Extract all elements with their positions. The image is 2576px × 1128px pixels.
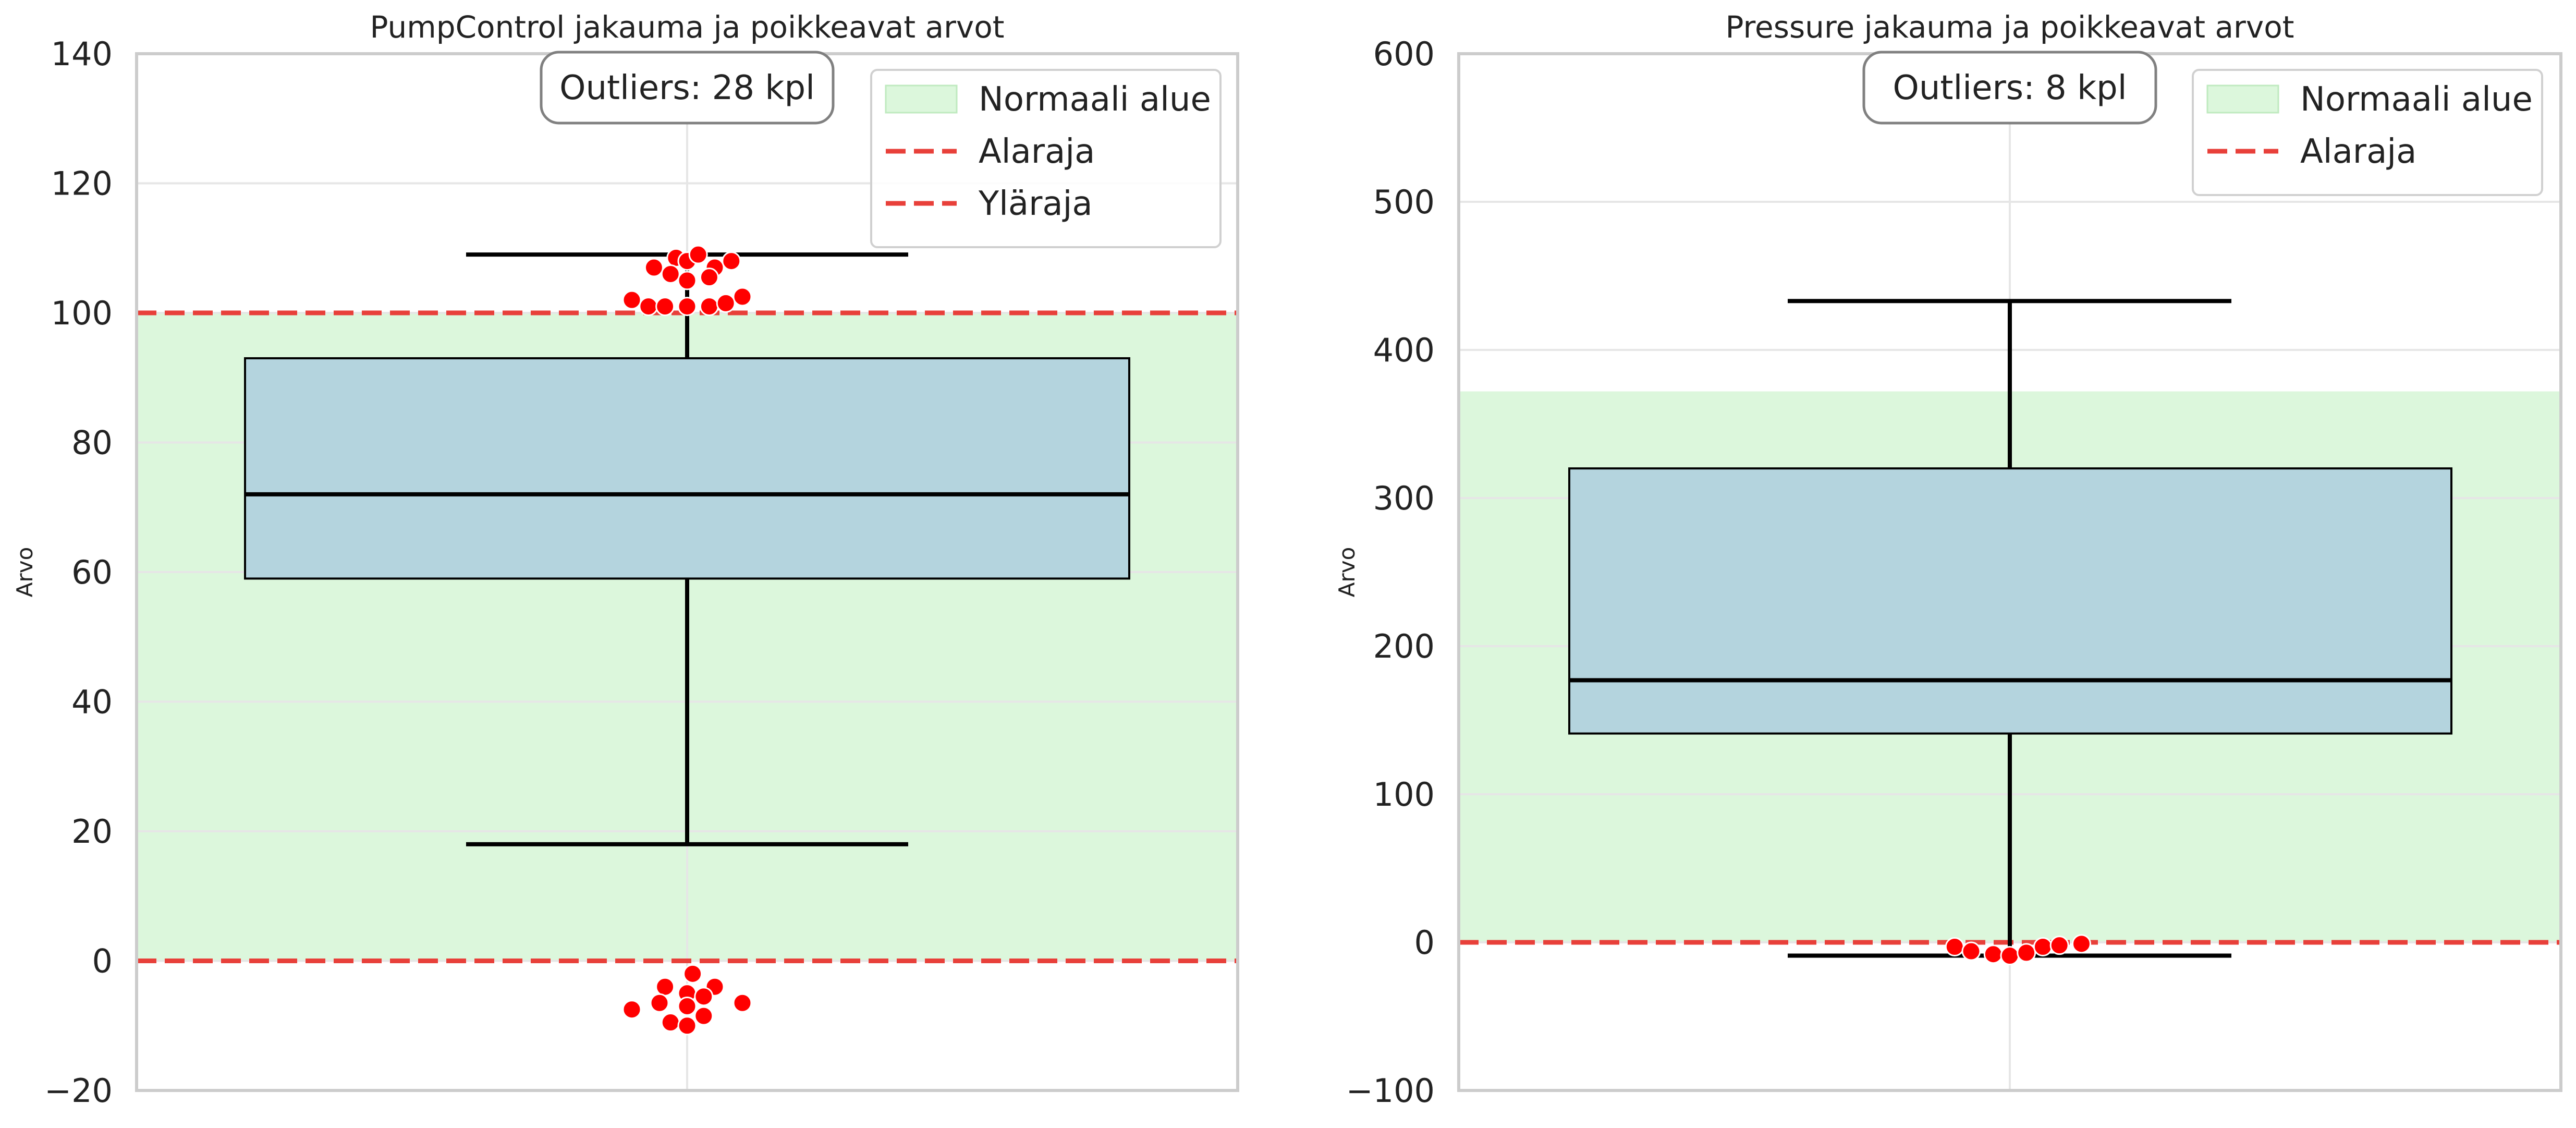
pressure-chart-panel: −100 0 100 200 300 400 500 600 Arvo Pressure jaka… — [1334, 9, 2562, 1110]
outlier-point — [2017, 943, 2036, 963]
y-tick-label: −20 — [44, 1072, 113, 1110]
outlier-point — [677, 996, 697, 1016]
legend-label: Yläraja — [978, 185, 1093, 223]
y-tick-label: 600 — [1373, 35, 1435, 73]
outlier-point — [1983, 944, 2003, 964]
outlier-point — [677, 1016, 697, 1036]
legend-swatch-normal-range — [2206, 84, 2279, 114]
outlier-point — [644, 258, 664, 277]
y-tick-label: 40 — [71, 683, 113, 721]
outlier-count-badge — [540, 51, 835, 125]
legend-label: Normaali alue — [979, 80, 1211, 119]
outlier-point — [732, 287, 752, 307]
outlier-point — [661, 1013, 680, 1033]
outlier-point — [677, 297, 697, 317]
y-tick-label: 500 — [1373, 183, 1435, 221]
y-tick-label: 300 — [1373, 479, 1435, 517]
y-axis-label: Arvo — [12, 547, 38, 598]
legend-label: Normaali alue — [2300, 80, 2533, 119]
outlier-point — [699, 268, 719, 287]
outlier-point — [732, 993, 752, 1013]
outlier-point — [683, 964, 703, 984]
y-tick-label: 0 — [92, 942, 113, 980]
outlier-count-badge — [1862, 51, 2157, 125]
outlier-point — [694, 1006, 714, 1026]
outlier-point — [639, 297, 658, 317]
chart-title: Pressure jakauma ja poikkeavat arvot — [1726, 9, 2294, 45]
outlier-point — [677, 271, 697, 290]
outlier-point — [1945, 937, 1964, 957]
iqr-box — [1568, 467, 2452, 735]
outlier-point — [661, 264, 680, 284]
y-tick-label: 140 — [51, 35, 113, 73]
outlier-point — [716, 293, 736, 313]
legend-box — [2192, 69, 2543, 196]
legend-box — [870, 69, 1222, 248]
outlier-point — [622, 290, 642, 310]
y-tick-label: 100 — [1373, 775, 1435, 814]
y-tick-label: 100 — [51, 294, 113, 332]
y-tick-label: −100 — [1346, 1072, 1435, 1110]
y-axis-label: Arvo — [1334, 547, 1360, 598]
outlier-count-text: Outliers: 8 kpl — [1893, 69, 2127, 107]
outlier-point — [622, 1000, 642, 1020]
y-tick-label: 60 — [71, 553, 113, 591]
outlier-point — [2033, 937, 2053, 957]
legend-label: Alaraja — [2300, 132, 2416, 171]
outlier-point — [699, 297, 719, 317]
outlier-point — [2000, 946, 2020, 966]
outlier-point — [655, 297, 675, 317]
outlier-point — [2049, 936, 2069, 955]
y-tick-label: 120 — [51, 165, 113, 203]
outlier-point — [694, 987, 714, 1006]
y-tick-label: 20 — [71, 812, 113, 851]
outlier-count-text: Outliers: 28 kpl — [559, 69, 815, 107]
iqr-box — [244, 357, 1130, 580]
outlier-point — [2071, 934, 2091, 954]
pumpcontrol-chart-panel: −20 0 20 40 60 80 100 120 140 Arvo PumpControl jak… — [12, 9, 1239, 1110]
outlier-point — [1961, 941, 1981, 961]
outlier-point — [650, 993, 669, 1013]
legend-label: Alaraja — [979, 132, 1095, 171]
outlier-point — [655, 977, 675, 997]
y-tick-label: 0 — [1414, 924, 1435, 962]
chart-title: PumpControl jakauma ja poikkeavat arvot — [370, 9, 1005, 45]
y-tick-label: 80 — [71, 424, 113, 462]
y-tick-label: 200 — [1373, 627, 1435, 665]
y-tick-label: 400 — [1373, 331, 1435, 369]
outlier-point — [722, 251, 741, 271]
legend-swatch-normal-range — [885, 84, 958, 114]
outlier-point — [688, 245, 708, 264]
